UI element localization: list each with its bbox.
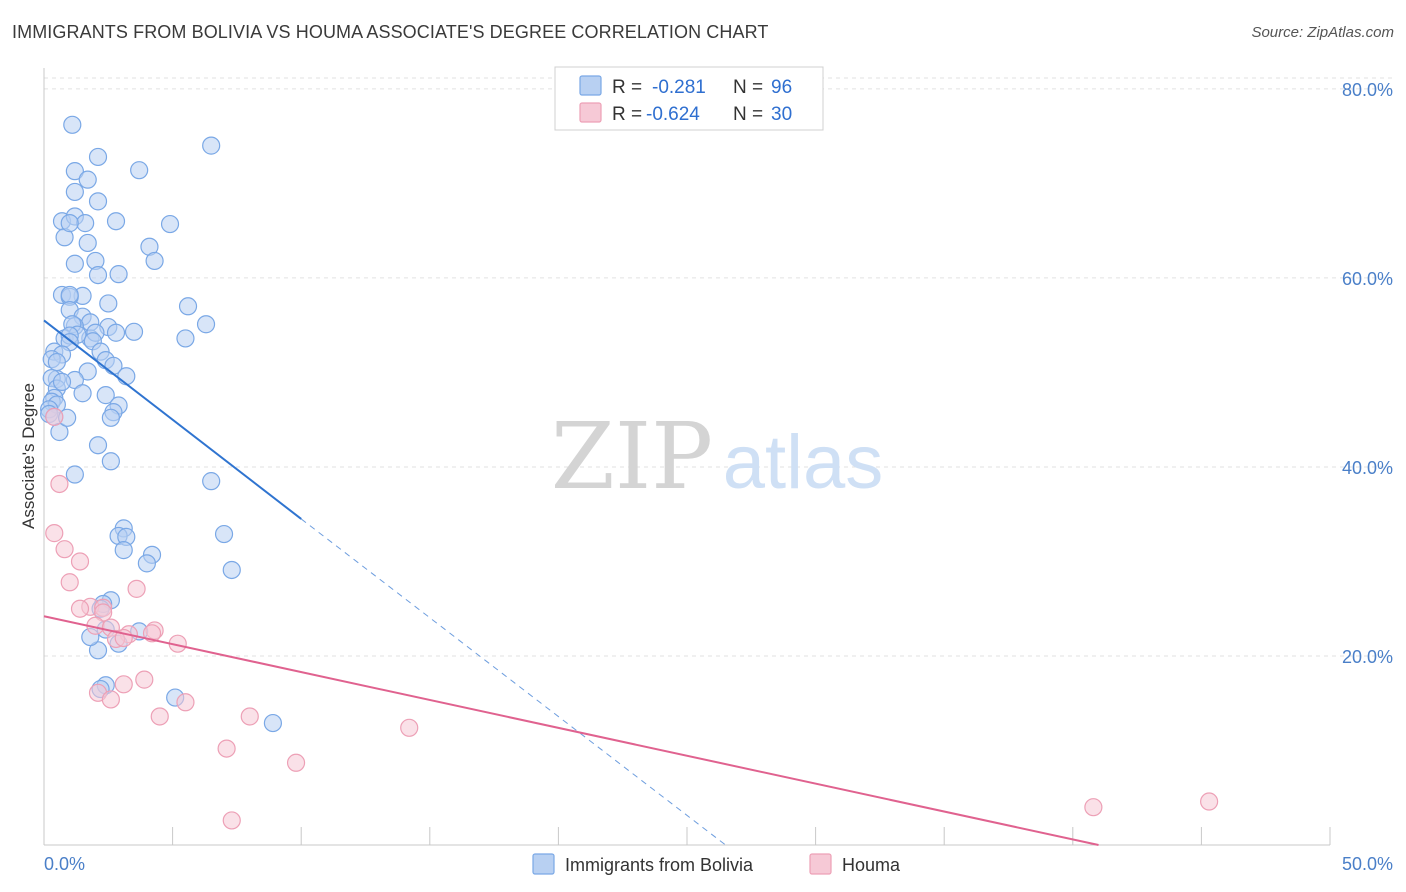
point-bolivia-25: [60, 285, 79, 305]
point-bolivia-14: [60, 214, 79, 233]
point-houma-24: [150, 707, 169, 726]
point-bolivia-80: [137, 554, 156, 573]
point-bolivia-58: [73, 384, 92, 403]
y-tick-label-2: 60.0%: [1342, 269, 1393, 289]
point-houma-25: [240, 707, 259, 726]
point-bolivia-31: [196, 315, 216, 334]
point-bolivia-95: [52, 372, 72, 391]
legend-r-label-bolivia: R =: [612, 77, 642, 98]
point-bolivia-15: [78, 233, 97, 253]
point-houma-22: [101, 690, 120, 709]
axes: [43, 68, 1331, 846]
point-houma-31: [1200, 792, 1219, 811]
legend-swatch-bolivia: [579, 75, 602, 96]
bottom-legend-bolivia: Immigrants from Bolivia: [565, 855, 754, 875]
y-axis-label: Associate's Degree: [19, 383, 38, 529]
point-bolivia-10: [106, 212, 126, 231]
gridlines: [44, 77, 1395, 657]
point-houma-29: [222, 811, 241, 830]
point-bolivia-26: [99, 294, 118, 313]
point-houma-5: [127, 579, 146, 598]
point-houma-1: [50, 474, 69, 494]
legend-r-value-houma: -0.624: [646, 104, 700, 125]
point-bolivia-75: [214, 524, 234, 544]
point-houma-30: [1084, 798, 1103, 817]
x-tick-label-1: 50.0%: [1342, 854, 1393, 874]
tick-labels: 20.0% 40.0% 60.0% 80.0% 0.0% 50.0%: [44, 80, 1393, 874]
bottom-swatch-houma: [809, 853, 832, 875]
legend-r-value-bolivia: -0.281: [652, 77, 706, 98]
point-bolivia-35: [124, 322, 144, 341]
point-bolivia-21: [88, 265, 108, 285]
point-bolivia-89: [263, 713, 283, 733]
point-bolivia-73: [202, 472, 221, 491]
legend-n-label-bolivia: N =: [733, 77, 763, 98]
watermark-atlas: atlas: [723, 420, 884, 505]
trend-line-houma: [43, 615, 1099, 846]
source-credit: Source: ZipAtlas.com: [1251, 24, 1394, 41]
point-houma-15: [142, 624, 162, 643]
bottom-swatch-bolivia: [532, 853, 555, 875]
legend-swatch-houma: [579, 102, 602, 123]
point-houma-0: [45, 407, 64, 426]
stats-legend: R = -0.281 N = 96 R = -0.624 N = 30: [554, 66, 824, 131]
chart-title: IMMIGRANTS FROM BOLIVIA VS HOUMA ASSOCIA…: [12, 22, 769, 42]
point-bolivia-38: [106, 323, 126, 342]
series-legend: Immigrants from Bolivia Houma: [532, 853, 901, 875]
y-tick-label-3: 80.0%: [1342, 80, 1393, 100]
point-bolivia-4: [130, 161, 149, 180]
point-houma-3: [55, 540, 74, 559]
watermark: ZIP atlas: [551, 403, 883, 510]
point-bolivia-27: [178, 297, 198, 316]
point-bolivia-78: [114, 541, 133, 560]
data-points: [40, 115, 1219, 830]
trend-line-bolivia-extension: [300, 518, 726, 846]
legend-n-value-bolivia: 96: [771, 77, 792, 98]
point-bolivia-13: [76, 214, 95, 233]
point-bolivia-3: [65, 162, 84, 181]
point-bolivia-50: [47, 352, 66, 372]
point-bolivia-52: [78, 362, 97, 381]
legend-n-label-houma: N =: [733, 104, 763, 125]
legend-r-label-houma: R =: [612, 104, 642, 125]
point-houma-6: [60, 573, 79, 592]
point-bolivia-18: [145, 251, 164, 271]
point-bolivia-20: [109, 265, 128, 284]
trend-lines: [43, 319, 1099, 846]
point-bolivia-11: [160, 214, 180, 234]
point-bolivia-2: [88, 147, 108, 167]
point-bolivia-7: [88, 192, 108, 211]
point-bolivia-6: [65, 182, 84, 202]
point-bolivia-55: [117, 367, 136, 386]
watermark-zip: ZIP: [551, 403, 713, 510]
point-bolivia-72: [65, 465, 84, 484]
legend-n-value-houma: 30: [771, 104, 792, 125]
point-bolivia-0: [63, 115, 82, 134]
y-tick-label-1: 40.0%: [1342, 458, 1393, 478]
point-bolivia-5: [78, 170, 97, 189]
point-bolivia-71: [101, 452, 120, 471]
point-bolivia-61: [96, 386, 115, 405]
x-tick-label-0: 0.0%: [44, 854, 85, 874]
point-houma-28: [286, 753, 306, 772]
point-houma-26: [400, 718, 419, 737]
trend-line-bolivia: [43, 319, 302, 520]
point-houma-9: [70, 599, 90, 618]
point-bolivia-19: [65, 254, 84, 273]
point-houma-2: [45, 524, 64, 543]
point-houma-27: [217, 739, 236, 758]
point-houma-4: [70, 552, 90, 571]
point-bolivia-67: [101, 408, 120, 427]
point-bolivia-81: [222, 560, 241, 580]
point-bolivia-43: [176, 329, 195, 348]
point-houma-23: [176, 693, 195, 712]
point-bolivia-70: [88, 436, 108, 455]
point-houma-20: [114, 675, 133, 694]
point-bolivia-1: [202, 136, 221, 155]
point-houma-19: [135, 670, 154, 689]
y-tick-label-0: 20.0%: [1342, 647, 1393, 667]
bottom-legend-houma: Houma: [842, 855, 901, 875]
